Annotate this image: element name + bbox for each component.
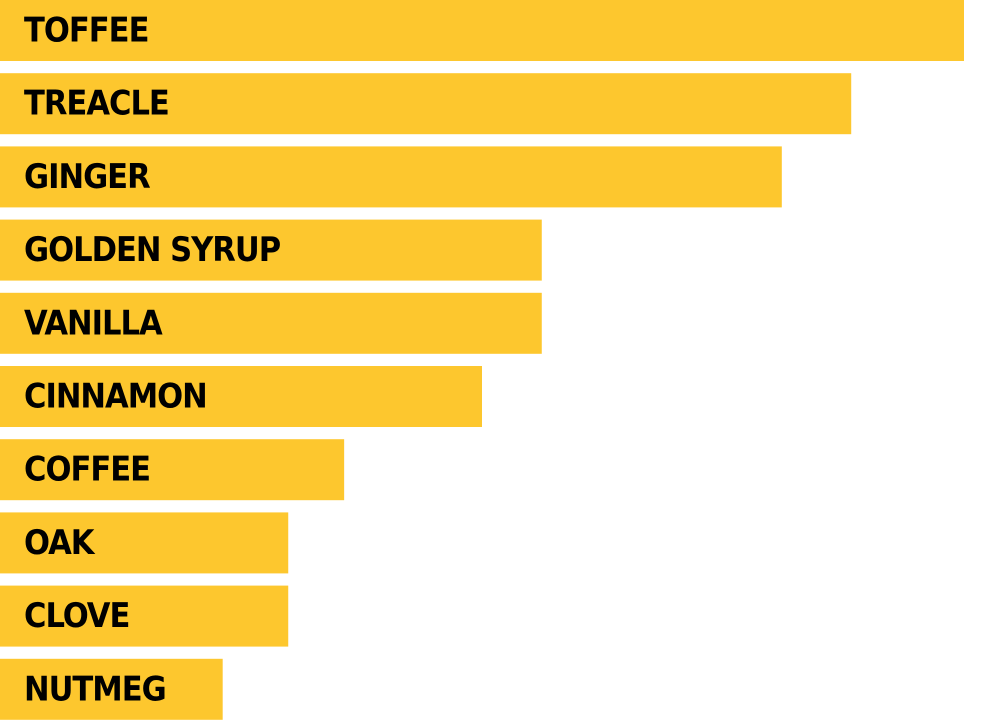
bar-label: TOFFEE (24, 11, 148, 51)
bar (0, 366, 482, 427)
bar-group-coffee: COFFEE (0, 439, 345, 501)
bar-group-nutmeg: NUTMEG (0, 658, 223, 720)
bar-label: VANILLA (24, 303, 163, 343)
bar (0, 219, 542, 281)
bar-label: OAK (24, 523, 96, 563)
bar (0, 512, 289, 574)
bar-group-cinnamon: CINNAMON (0, 366, 482, 427)
bar-label: NUTMEG (24, 669, 166, 709)
bar (0, 292, 542, 354)
bar (0, 0, 964, 61)
bar-group-golden-syrup: GOLDEN SYRUP (0, 219, 542, 281)
bar-label: CINNAMON (24, 377, 207, 417)
bar-label: TREACLE (24, 84, 169, 124)
bar-label: GINGER (24, 157, 150, 197)
bar (0, 658, 223, 720)
bar-label: GOLDEN SYRUP (24, 230, 281, 270)
bar (0, 146, 782, 208)
bar-group-treacle: TREACLE (0, 73, 852, 135)
bar (0, 439, 345, 501)
bar-label: COFFEE (24, 450, 150, 490)
bar-group-vanilla: VANILLA (0, 292, 542, 354)
bar-label: CLOVE (24, 596, 129, 636)
bar-group-clove: CLOVE (0, 585, 289, 647)
bar-group-oak: OAK (0, 512, 289, 574)
bar-group-ginger: GINGER (0, 146, 782, 208)
bar-group-toffee: TOFFEE (0, 0, 964, 61)
bar (0, 585, 289, 647)
bar (0, 73, 852, 135)
